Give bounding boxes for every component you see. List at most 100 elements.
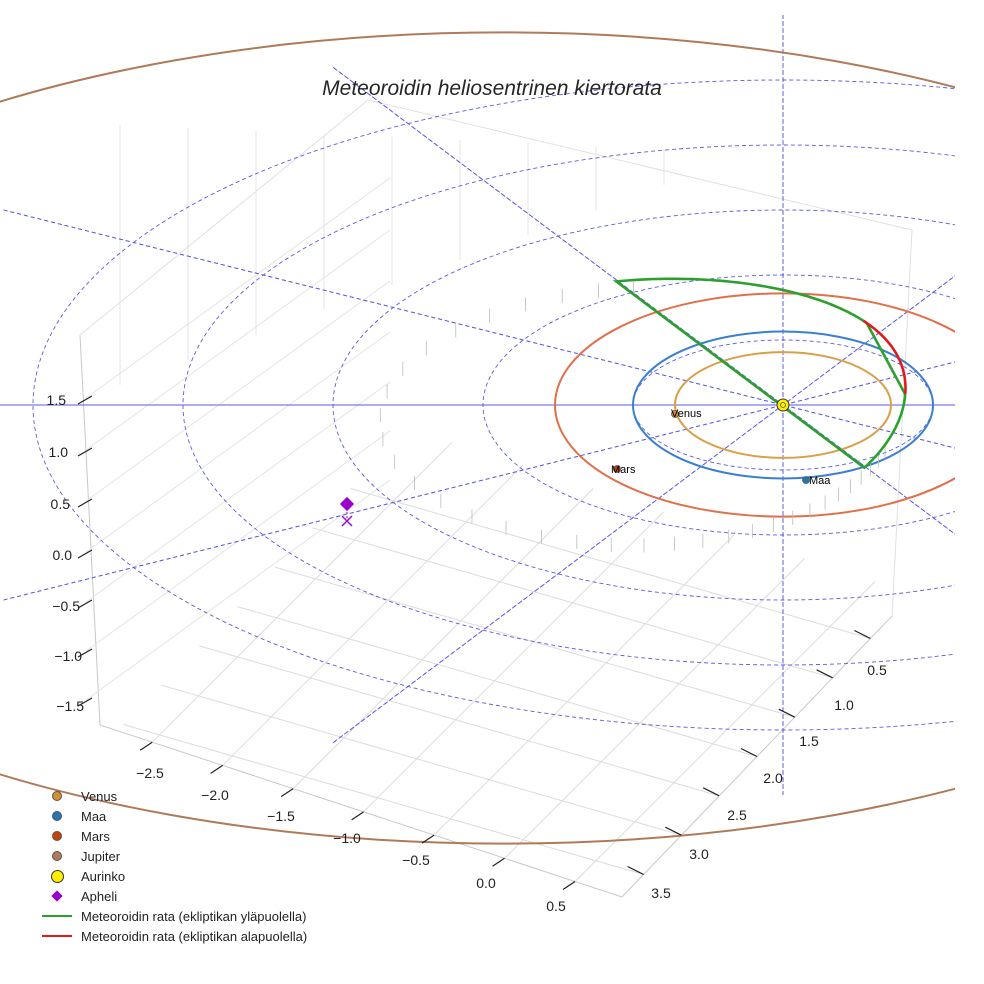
x-tick-label: −1.0	[333, 830, 361, 846]
legend-item-orbit-below: Meteoroidin rata (ekliptikan alapuolella…	[40, 926, 307, 946]
wall-grid-line	[85, 331, 391, 553]
x-tick-label: 0.5	[546, 898, 566, 914]
chart-title: Meteoroidin heliosentrinen kiertorata	[322, 77, 662, 100]
legend-label: Meteoroidin rata (ekliptikan yläpuolella…	[81, 908, 307, 924]
left-vertical-edge	[79, 334, 101, 726]
legend-item-apheli: Apheli	[40, 886, 307, 906]
z-tick-mark	[77, 648, 93, 658]
floor-grid-line	[161, 684, 682, 836]
venus-label: Venus	[671, 408, 702, 420]
z-tick-label: −1.0	[54, 648, 82, 664]
z-tick-mark	[77, 395, 93, 405]
z-tick-mark	[77, 697, 93, 707]
floor-grid-line	[433, 534, 735, 836]
z-tick-label: 1.0	[49, 444, 69, 460]
y-tick-mark	[854, 629, 871, 640]
floor-grid-line	[236, 606, 758, 757]
legend-item-aurinko: Aurinko	[40, 866, 307, 886]
z-tick-label: −1.5	[56, 698, 84, 714]
wall-grid-line	[85, 229, 391, 451]
x-tick-mark	[351, 811, 364, 821]
floor-front-edge	[99, 724, 623, 898]
wall-grid-line	[85, 280, 391, 502]
wall-grid-line	[85, 479, 391, 701]
mars-label: Mars	[611, 464, 636, 476]
floor-grid-line	[504, 557, 805, 859]
grid-lines	[85, 125, 876, 882]
y-tick-label: 1.5	[799, 733, 819, 749]
meteoroid-orbit	[612, 277, 907, 470]
legend-item-orbit-above: Meteoroidin rata (ekliptikan yläpuolella…	[40, 906, 307, 926]
floor-grid-line	[199, 645, 720, 797]
legend-label: Aurinko	[81, 868, 126, 884]
axes-panes	[79, 99, 913, 898]
z-tick-label: 0.0	[53, 547, 73, 563]
y-tick-mark	[778, 708, 796, 718]
back-top-edge	[79, 99, 369, 336]
y-tick-mark	[627, 865, 644, 876]
y-tick-mark	[702, 787, 720, 797]
x-tick-mark	[492, 857, 505, 867]
floor-grid-line	[151, 441, 453, 743]
wall-grid-line	[85, 381, 391, 603]
x-tick-mark	[280, 788, 294, 798]
y-tick-label: 2.0	[763, 770, 783, 786]
floor-grid-line	[350, 487, 871, 639]
legend-label: Jupiter	[81, 848, 121, 864]
x-tick-label: −2.0	[201, 787, 229, 803]
legend-item-venus: Venus	[40, 786, 307, 806]
ecliptic-grid-spoke	[3, 361, 955, 601]
orbit-jupiter	[0, 31, 955, 845]
red-line-icon	[42, 935, 72, 937]
floor-grid-line	[292, 488, 594, 789]
floor-grid-line	[123, 724, 644, 876]
y-tick-mark	[665, 826, 682, 836]
markers	[339, 398, 810, 527]
right-vertical-edge	[891, 229, 913, 617]
z-tick-mark	[77, 549, 93, 559]
meteoroid-orbit-above	[612, 277, 907, 470]
z-tick-mark	[77, 498, 93, 508]
floor-grid-line	[574, 581, 876, 882]
z-tick-label: −0.5	[52, 598, 80, 614]
aphelion-marker	[339, 496, 355, 512]
aphelion-marker-icon	[51, 890, 63, 902]
y-tick-label: 3.0	[689, 846, 709, 862]
x-tick-mark	[562, 881, 576, 891]
y-tick-mark	[740, 747, 758, 758]
venus-marker-icon	[52, 791, 62, 801]
sun-marker	[776, 398, 790, 412]
legend-label: Meteoroidin rata (ekliptikan alapuolella…	[81, 928, 308, 944]
x-tick-mark	[210, 764, 224, 774]
floor-grid-line	[222, 465, 524, 766]
y-tick-mark	[816, 669, 833, 679]
earth-marker	[802, 476, 810, 484]
legend-label: Apheli	[81, 888, 118, 904]
wall-grid-line	[85, 177, 391, 399]
orbit-mars	[554, 292, 955, 518]
x-tick-label: −0.5	[402, 852, 430, 868]
z-tick-label: 0.5	[51, 496, 71, 512]
mars-marker	[613, 465, 621, 473]
legend: Venus Maa Mars Jupiter Aurinko Apheli Me…	[40, 786, 307, 946]
floor-grid-line	[274, 566, 795, 718]
x-tick-label: 0.0	[476, 875, 496, 891]
legend-item-maa: Maa	[40, 806, 307, 826]
floor-grid-line	[312, 527, 833, 679]
y-tick-label: 2.5	[727, 807, 747, 823]
orbit-stems	[379, 280, 886, 553]
x-tick-label: −2.5	[136, 765, 164, 781]
x-tick-label: −1.5	[267, 808, 295, 824]
z-tick-label: 1.5	[47, 392, 67, 408]
ecliptic-grid	[0, 15, 955, 795]
floor-grid-line	[363, 511, 664, 813]
legend-item-jupiter: Jupiter	[40, 846, 307, 866]
venus-marker	[671, 410, 679, 418]
ecliptic-grid-spoke	[3, 209, 955, 449]
meteoroid-orbit-below	[862, 319, 907, 395]
z-tick-mark	[77, 599, 93, 609]
orbit-venus	[674, 351, 892, 459]
green-line-icon	[42, 915, 72, 917]
aphelion-projection-marker	[341, 515, 353, 527]
